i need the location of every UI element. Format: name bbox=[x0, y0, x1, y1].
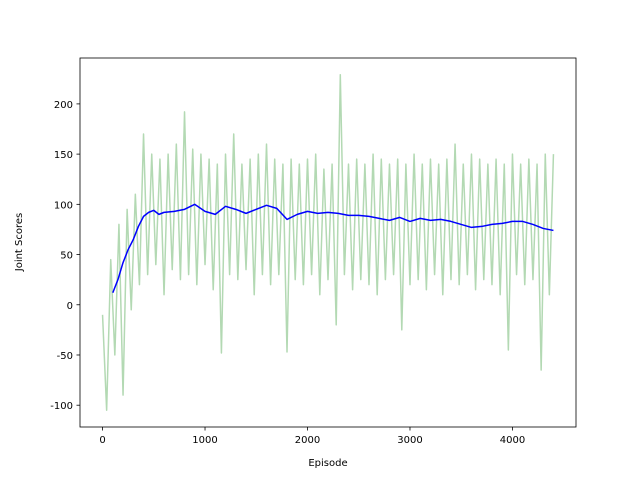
y-tick-label: 150 bbox=[54, 150, 73, 161]
data-line bbox=[112, 203, 554, 293]
y-tick-label: 100 bbox=[54, 200, 73, 211]
y-tick-label: 50 bbox=[60, 251, 73, 262]
plot-frame bbox=[79, 57, 577, 428]
data-line bbox=[101, 74, 555, 411]
x-axis-label: Episode bbox=[308, 458, 347, 469]
y-axis-label: Joint Scores bbox=[14, 213, 25, 273]
x-tick-label: 4000 bbox=[500, 435, 525, 446]
x-tick-label: 2000 bbox=[295, 435, 320, 446]
y-tick-label: -50 bbox=[57, 351, 73, 362]
x-tick-label: 1000 bbox=[192, 435, 217, 446]
y-tick-label: -100 bbox=[50, 401, 73, 412]
y-tick-label: 200 bbox=[54, 100, 73, 111]
x-tick-label: 0 bbox=[99, 435, 105, 446]
x-tick-label: 3000 bbox=[397, 435, 422, 446]
y-tick-label: 0 bbox=[67, 301, 73, 312]
